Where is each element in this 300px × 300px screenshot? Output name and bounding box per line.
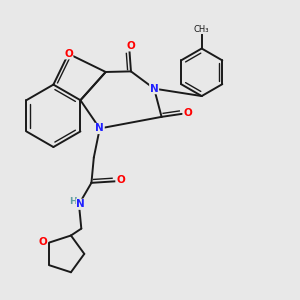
Text: N: N bbox=[150, 84, 158, 94]
Text: O: O bbox=[116, 175, 125, 185]
Text: N: N bbox=[76, 199, 85, 209]
Text: O: O bbox=[38, 237, 47, 247]
Text: O: O bbox=[64, 49, 73, 59]
Text: N: N bbox=[95, 124, 104, 134]
Text: CH₃: CH₃ bbox=[194, 25, 209, 34]
Text: O: O bbox=[183, 108, 192, 118]
Text: H: H bbox=[69, 197, 77, 206]
Text: O: O bbox=[127, 41, 135, 51]
